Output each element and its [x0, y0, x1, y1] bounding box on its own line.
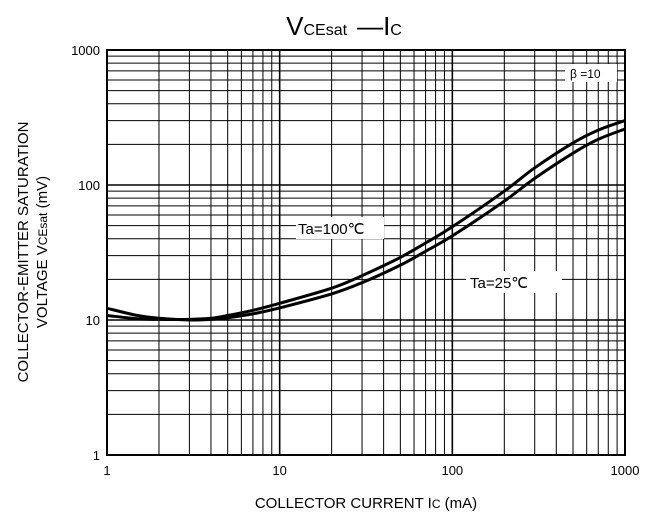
condition-label: β =10 [570, 67, 601, 81]
y-tick-label: 10 [86, 313, 100, 328]
condition-box [565, 64, 617, 82]
x-tick-label: 1 [103, 463, 110, 478]
series-line-ta25 [106, 127, 626, 322]
y-axis-label-line1: COLLECTOR-EMITTER SATURATION [15, 122, 32, 383]
y-tick-labels: 1 10 100 1000 [71, 43, 100, 463]
plot-frame [106, 49, 626, 456]
y-tick-label: 100 [78, 178, 100, 193]
grid-lines [107, 50, 625, 455]
x-tick-label: 100 [441, 463, 463, 478]
chart-title: VCEsat —IC [286, 11, 402, 41]
x-tick-label: 10 [272, 463, 286, 478]
x-axis-label: COLLECTOR CURRENT IC (mA) [255, 495, 477, 512]
y-axis-label-line2: VOLTAGE VCEsat (mV) [34, 176, 51, 328]
x-tick-label: 1000 [611, 463, 640, 478]
series-label-bg-ta100 [296, 217, 384, 239]
series-label-ta25: Ta=25℃ [470, 275, 528, 292]
y-axis-label: COLLECTOR-EMITTER SATURATION VOLTAGE VCE… [15, 122, 51, 383]
series-label-ta100: Ta=100℃ [298, 221, 364, 238]
y-tick-label: 1 [93, 448, 100, 463]
series-curves [106, 119, 626, 322]
series-label-bg-ta25 [466, 271, 562, 293]
y-tick-label: 1000 [71, 43, 100, 58]
x-tick-labels: 1 10 100 1000 [103, 463, 639, 478]
